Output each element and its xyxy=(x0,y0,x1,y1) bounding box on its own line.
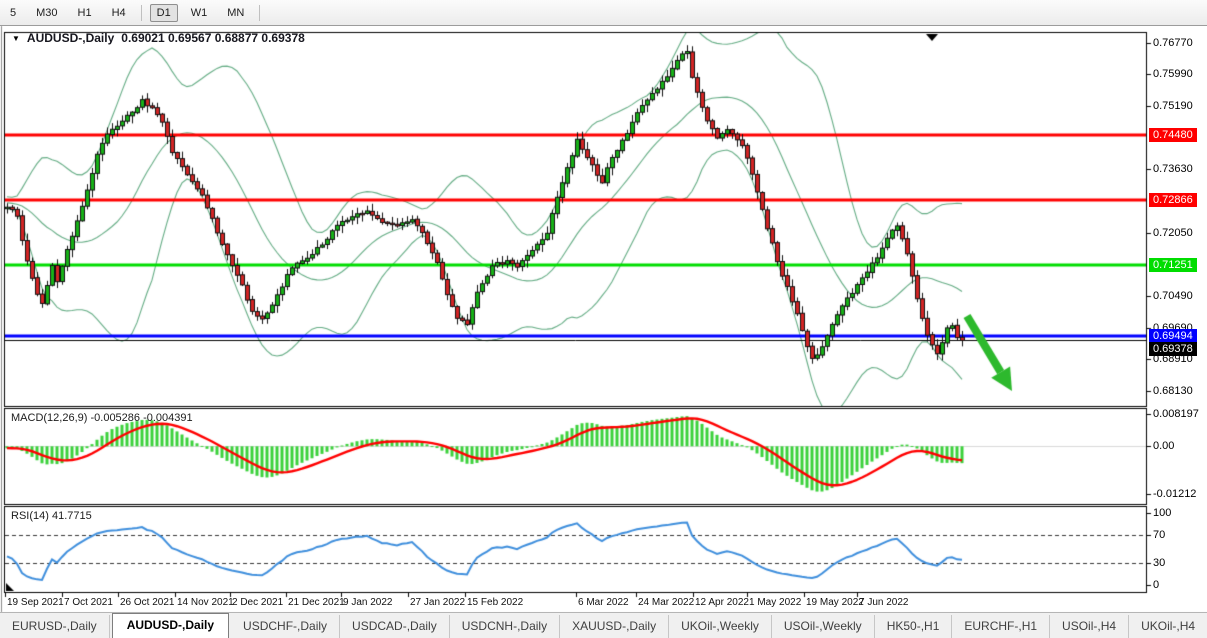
tab-ukoil-h4[interactable]: UKOil-,H4 xyxy=(1129,615,1207,638)
tf-button-h1[interactable]: H1 xyxy=(71,4,99,22)
toolbar-separator xyxy=(259,4,261,21)
tf-button-m30[interactable]: M30 xyxy=(29,4,64,22)
tf-button-mn[interactable]: MN xyxy=(220,4,251,22)
tab-usdchf-daily[interactable]: USDCHF-,Daily xyxy=(231,615,341,638)
tab-usdcad-daily[interactable]: USDCAD-,Daily xyxy=(340,615,450,638)
tab-eurusd-daily[interactable]: EURUSD-,Daily xyxy=(0,615,110,638)
tab-hk50-h1[interactable]: HK50-,H1 xyxy=(875,615,953,638)
tab-ukoil-weekly[interactable]: UKOil-,Weekly xyxy=(669,615,772,638)
tf-button-h4[interactable]: H4 xyxy=(105,4,133,22)
tab-usdcnh-daily[interactable]: USDCNH-,Daily xyxy=(450,615,561,638)
chart-tabs: EURUSD-,Daily AUDUSD-,Daily USDCHF-,Dail… xyxy=(0,612,1207,638)
tab-usoil-h4[interactable]: USOil-,H4 xyxy=(1050,615,1130,638)
tab-audusd-daily[interactable]: AUDUSD-,Daily xyxy=(111,613,230,638)
tf-button-w1[interactable]: W1 xyxy=(184,4,215,22)
tf-button-5[interactable]: 5 xyxy=(3,4,23,22)
tab-eurchf-h1[interactable]: EURCHF-,H1 xyxy=(952,615,1051,638)
tf-button-d1[interactable]: D1 xyxy=(149,3,178,22)
tab-xauusd-daily[interactable]: XAUUSD-,Daily xyxy=(560,615,670,638)
toolbar-separator xyxy=(140,4,142,21)
tab-usoil-weekly[interactable]: USOil-,Weekly xyxy=(772,615,875,638)
timeframe-toolbar: 5 M30 H1 H4 D1 W1 MN xyxy=(0,0,1207,26)
